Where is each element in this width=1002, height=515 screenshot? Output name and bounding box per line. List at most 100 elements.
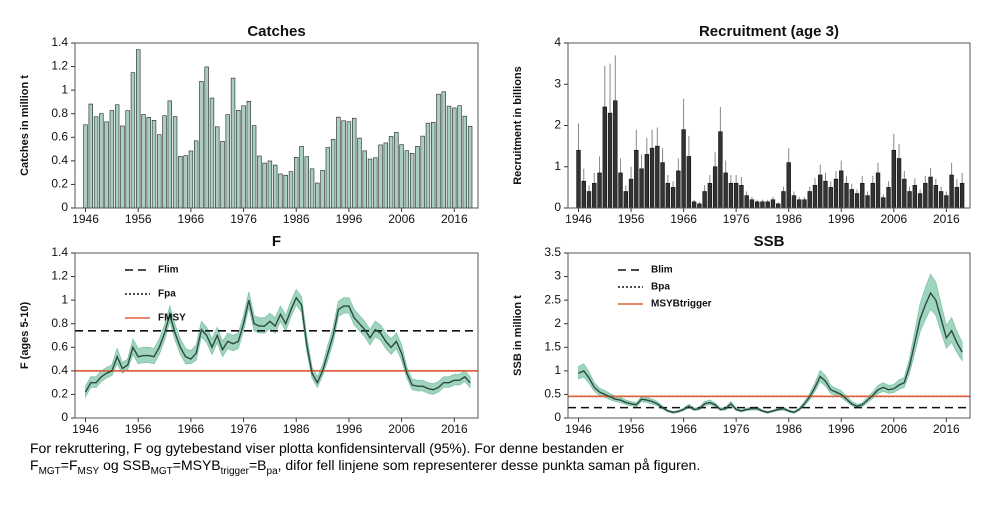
charts: Catches Catches in million t 0 0.2 0.4 0.6 0.8… [19,23,971,436]
bar [886,187,891,209]
caption-text: =F [60,457,78,473]
bar [188,150,194,209]
y-tick-label: 0.6 [51,129,68,143]
bar [109,110,115,209]
x-tick-label: 1956 [618,422,645,436]
bar [602,106,607,209]
bar [241,105,246,209]
x-tick-label: 2016 [441,422,468,436]
bar [655,145,660,209]
y-tick-label: 3 [554,269,561,283]
y-tick-label: 1.4 [51,35,68,49]
y-tick-label: 3.5 [544,245,561,259]
bar [649,147,655,209]
bar [954,187,960,209]
caption-text: =MSYB [172,457,221,473]
bar [959,182,965,209]
bar [141,114,146,209]
caption-sub: pa [266,465,278,477]
bar [828,187,833,209]
y-tick-label: 1 [554,363,561,377]
bar [341,120,346,209]
caption: For rekruttering, F og gytebestand viser… [30,440,770,480]
x-tick-label: 1986 [283,212,310,226]
bar [294,157,299,209]
x-tick-label: 1966 [178,422,205,436]
y-tick-label: 2 [554,316,561,330]
bar [781,191,786,209]
bar [162,115,167,209]
x-tick-label: 1986 [775,422,802,436]
bar [707,182,713,209]
line [578,291,963,414]
bar [425,122,431,209]
x-tick-label: 1956 [125,422,152,436]
bar [844,182,849,209]
bar [681,129,686,209]
bar [251,125,257,209]
bar [607,112,613,209]
bar [765,201,770,209]
caption-sub: MGT [38,465,61,477]
y-tick-label: 2 [554,118,561,132]
bar [167,100,173,209]
bar [670,187,676,209]
caption-text: =B [249,457,267,473]
bar [797,199,802,209]
y-axis-label: Recruitment in billions [512,66,524,185]
bar [865,195,870,209]
caption-sub: MGT [150,465,173,477]
bar [902,178,907,209]
bar [881,197,886,209]
bar [357,137,362,209]
x-tick-label: 1976 [723,212,750,226]
bar [776,203,781,209]
bar [875,172,881,209]
x-tick-label: 1986 [775,212,802,226]
bar [388,136,394,209]
bar [938,191,944,209]
bar [839,170,844,209]
y-tick-label: 0.5 [544,387,561,401]
bar [183,155,188,209]
x-tick-label: 1976 [230,422,257,436]
bar [220,141,225,209]
bar [114,104,120,209]
bar [823,180,828,209]
bar [157,134,162,209]
bar [257,155,262,209]
bar [818,174,823,209]
bar [262,162,267,209]
bar [346,121,352,209]
bar [944,195,949,209]
bar [436,93,441,209]
bar [446,105,452,209]
x-tick-label: 1946 [72,212,99,226]
bar [172,116,178,209]
x-tick-label: 1976 [230,212,257,226]
bar [146,117,151,209]
bar [193,140,199,209]
bar [394,132,399,209]
y-tick-label: 0.4 [51,153,68,167]
chart-title: Catches [247,23,305,40]
y-tick-label: 0.6 [51,339,68,353]
x-tick-label: 1996 [828,212,855,226]
bar [288,171,294,209]
bar [770,199,776,209]
x-tick-label: 1976 [723,422,750,436]
bar [309,168,315,209]
chart-title: SSB [754,233,785,250]
bar [702,191,707,209]
bar [676,170,681,209]
x-tick-label: 1946 [565,422,592,436]
line [84,296,471,393]
bar [718,131,723,209]
bar [581,180,586,209]
bar [586,191,592,209]
bar [634,149,639,209]
bar [807,191,812,209]
legend-label: Flim [158,265,179,276]
y-axis-label: Catches in million t [19,75,31,176]
y-tick-label: 4 [554,35,561,49]
